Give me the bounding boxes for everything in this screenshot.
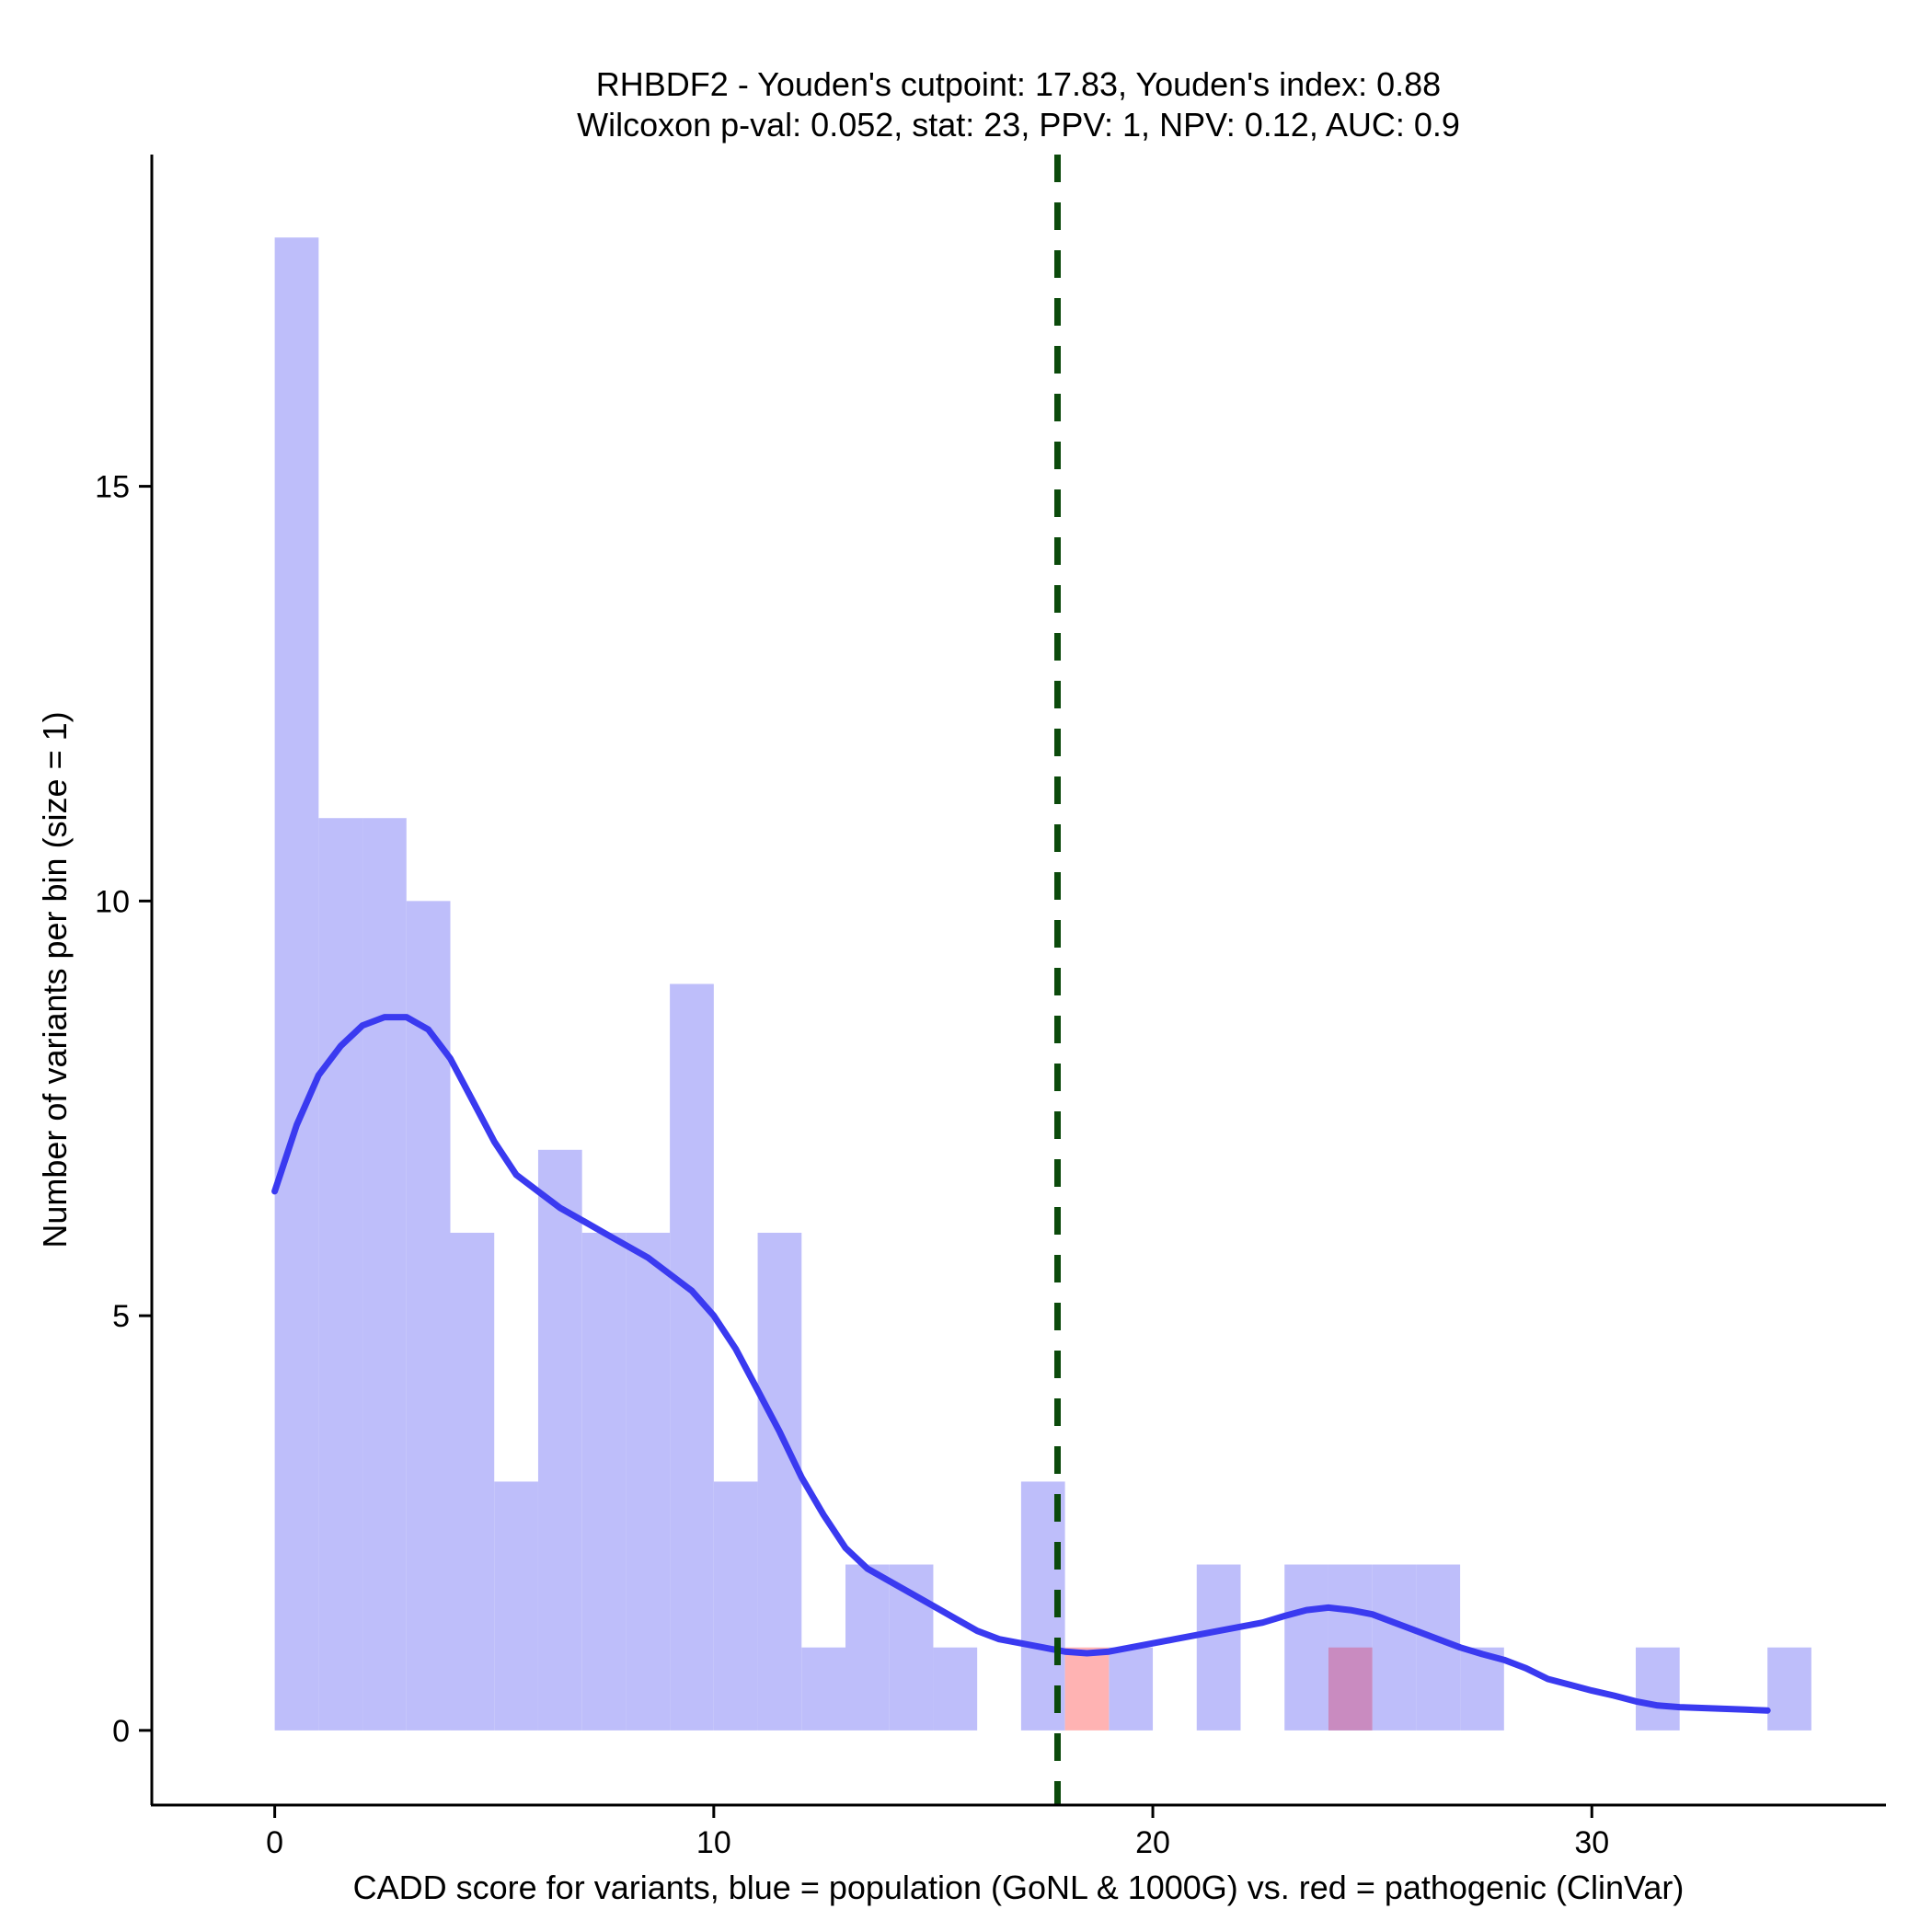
x-tick-label: 30 bbox=[1574, 1825, 1609, 1860]
population-bar bbox=[801, 1647, 845, 1731]
population-bar bbox=[626, 1232, 671, 1731]
population-bar bbox=[274, 237, 319, 1731]
y-axis-title: Number of variants per bin (size = 1) bbox=[36, 711, 74, 1248]
population-bar bbox=[889, 1564, 934, 1731]
population-bar bbox=[1460, 1647, 1504, 1731]
population-bar bbox=[406, 901, 451, 1731]
population-bar bbox=[318, 818, 363, 1731]
population-bars bbox=[274, 237, 1811, 1731]
population-bar bbox=[1767, 1647, 1811, 1731]
y-tick-label: 15 bbox=[95, 470, 130, 505]
y-axis-ticks: 0 5 10 15 bbox=[95, 470, 152, 1749]
x-axis-title: CADD score for variants, blue = populati… bbox=[353, 1869, 1685, 1906]
population-bar bbox=[1284, 1564, 1328, 1731]
population-bar bbox=[757, 1232, 802, 1731]
population-bar bbox=[537, 1149, 582, 1731]
population-bar bbox=[1196, 1564, 1241, 1731]
population-bar bbox=[1109, 1647, 1154, 1731]
population-bar bbox=[845, 1564, 890, 1731]
population-bar bbox=[670, 983, 714, 1731]
density-curve bbox=[271, 1014, 1771, 1714]
population-bar bbox=[1372, 1564, 1417, 1731]
x-tick-label: 10 bbox=[696, 1825, 731, 1860]
population-bar bbox=[450, 1232, 495, 1731]
pathogenic-bar bbox=[1328, 1647, 1373, 1731]
chart-title-line-2: Wilcoxon p-val: 0.052, stat: 23, PPV: 1,… bbox=[577, 106, 1460, 144]
x-axis-ticks: 0 10 20 30 bbox=[266, 1805, 1609, 1860]
population-bar bbox=[494, 1481, 538, 1731]
x-tick-label: 20 bbox=[1135, 1825, 1170, 1860]
y-tick-label: 5 bbox=[112, 1299, 130, 1334]
x-tick-label: 0 bbox=[266, 1825, 283, 1860]
density-curve-layer bbox=[271, 1014, 1771, 1714]
population-bar bbox=[362, 818, 407, 1731]
population-bar bbox=[581, 1232, 627, 1731]
y-tick-label: 0 bbox=[112, 1714, 130, 1749]
pathogenic-bar bbox=[1064, 1647, 1110, 1731]
population-bar bbox=[933, 1647, 978, 1731]
pathogenic-bars bbox=[1064, 1647, 1373, 1731]
y-tick-label: 10 bbox=[95, 884, 130, 919]
population-bar bbox=[713, 1481, 758, 1731]
chart-title-line-1: RHBDF2 - Youden's cutpoint: 17.83, Youde… bbox=[596, 65, 1441, 103]
population-bar bbox=[1635, 1647, 1680, 1731]
